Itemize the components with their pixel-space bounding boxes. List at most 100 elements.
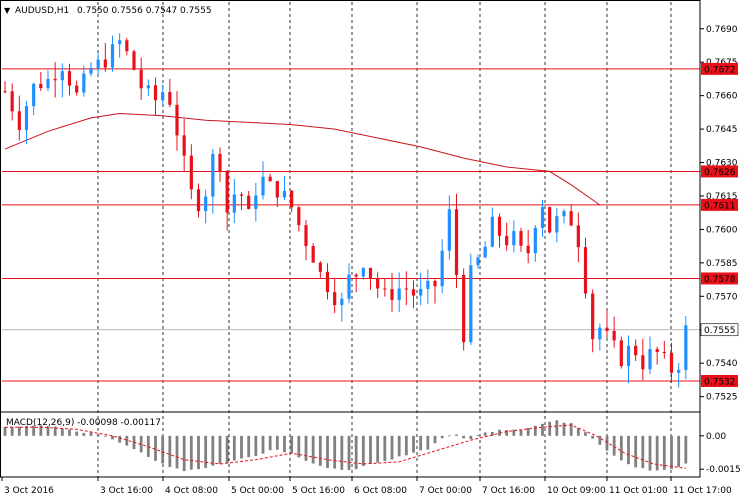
candle-body [3,91,7,93]
macd-bar [648,435,652,471]
y-tick-label: 0.7630 [706,159,738,169]
macd-bar [533,425,537,436]
candle-body [655,349,659,352]
candle [125,37,129,56]
candle-body [548,207,552,233]
candle-body [89,68,93,74]
macd-bar [318,435,322,466]
macd-bar [383,435,387,461]
level-price-label: 0.7626 [704,168,736,178]
candle-body [311,246,315,263]
candle-body [540,207,545,228]
candle [325,263,330,300]
macd-bar [182,435,186,472]
macd-bar [283,435,286,453]
macd-bar [125,435,129,446]
candle-body [684,325,688,370]
candle-body [340,298,344,306]
macd-bar [297,435,301,458]
candle [32,82,36,116]
candle-body [232,194,236,213]
candle-body [562,211,566,217]
candle [512,220,516,253]
candle-body [103,59,107,68]
candle [354,273,358,293]
macd-layer [3,420,688,472]
candle [75,80,79,96]
candle [182,118,186,172]
x-tick-label: 5 Oct 16:00 [292,486,345,496]
candle-body [612,331,616,341]
candle [333,278,337,314]
candle [282,175,287,201]
candle [139,57,143,100]
candle [548,206,552,234]
candle-body [146,85,150,89]
candle-body [634,345,638,356]
macd-bar [404,435,408,456]
level-price-label: 0.7611 [704,201,736,211]
x-tick-label: 10 Oct 09:00 [547,486,606,496]
candle-body [168,92,172,105]
candle [175,91,179,151]
y-tick-label: 0.7645 [706,125,738,135]
candle-body [454,209,459,275]
candle [211,149,215,214]
candle [225,169,229,231]
macd-bar [247,435,251,458]
candle [555,208,559,243]
candle-body [304,225,308,247]
y-tick-label: 0.7540 [706,359,738,369]
macd-bar [619,435,623,461]
candle [3,81,7,94]
macd-bar [39,425,43,436]
menu-dropdown-icon[interactable]: ▼ [4,6,11,15]
candle [368,267,373,290]
macd-bar [526,428,530,436]
candle-body [641,355,645,370]
candle [247,191,251,210]
candle [469,253,473,345]
macd-bar [369,435,372,465]
candle-body [411,289,416,296]
candle-body [605,327,609,332]
candle [591,289,595,353]
macd-bar [333,435,337,469]
macd-bar [240,435,243,459]
candle-body [268,176,272,182]
candle-body [75,85,79,93]
candle-body [211,153,215,197]
candle [655,346,659,365]
macd-y-tick-label: -0.00154 [706,465,740,475]
candle-body [626,345,631,367]
x-tick-label: 5 Oct 00:00 [231,486,284,496]
candle-body [60,71,64,81]
candle [454,193,459,288]
macd-bar [426,435,430,450]
x-tick-label: 6 Oct 08:00 [354,486,407,496]
candle [146,79,150,97]
y-tick-label: 0.7690 [706,25,738,35]
candle-body [139,69,143,89]
candle-body [182,135,186,156]
candle-body [125,40,129,52]
candle [641,338,645,381]
macd-bar [576,427,580,436]
candle-body [96,59,100,69]
macd-bar [684,435,688,464]
candle [254,182,258,222]
candle-body [390,289,394,301]
candle [626,335,631,384]
macd-bar [82,432,86,436]
candle [404,271,408,306]
macd-bar [118,435,122,443]
macd-bar [304,435,308,461]
macd-bar [541,423,544,436]
macd-bar [290,435,294,453]
macd-bar [17,426,21,436]
candle-body [397,288,401,301]
candle [648,336,652,375]
macd-bar [627,435,630,465]
